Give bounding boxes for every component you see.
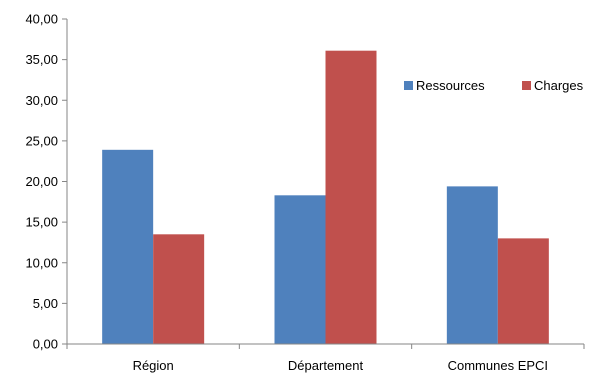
legend-label-ressources: Ressources: [416, 78, 485, 93]
x-axis: Région Département Communes EPCI: [66, 343, 585, 373]
legend: Ressources Charges: [404, 78, 584, 93]
bar-ressources-2: [274, 195, 326, 344]
x-category-label: Département: [288, 358, 364, 373]
y-tick-label: 40,00: [25, 12, 58, 27]
y-tick-label: 0,00: [33, 337, 58, 352]
bar-ressources-1: [102, 149, 154, 344]
bars: [102, 50, 549, 344]
y-axis: 0,00 5,00 10,00 15,00 20,00 25,00 30,00 35,00 40…: [25, 12, 68, 352]
y-tick-label: 35,00: [25, 52, 58, 67]
x-category-label: Communes EPCI: [448, 358, 548, 373]
x-category-label: Région: [133, 358, 174, 373]
y-tick-label: 20,00: [25, 174, 58, 189]
y-tick-label: 15,00: [25, 215, 58, 230]
bar-charges-1: [153, 234, 205, 344]
bar-charges-2: [325, 50, 377, 344]
y-tick-label: 30,00: [25, 93, 58, 108]
legend-swatch-ressources: [404, 81, 413, 90]
y-tick-label: 10,00: [25, 255, 58, 270]
y-tick-label: 25,00: [25, 133, 58, 148]
bar-ressources-3: [446, 186, 498, 344]
y-tick-label: 5,00: [33, 296, 58, 311]
legend-label-charges: Charges: [534, 78, 584, 93]
legend-swatch-charges: [522, 81, 531, 90]
bar-charges-3: [497, 238, 549, 344]
